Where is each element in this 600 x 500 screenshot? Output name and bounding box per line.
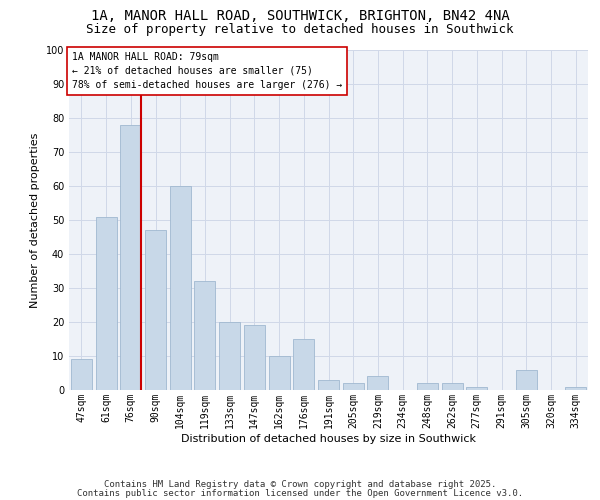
Bar: [71, 360, 92, 390]
Bar: [120, 125, 141, 390]
Bar: [244, 326, 265, 390]
Bar: [219, 322, 240, 390]
Bar: [269, 356, 290, 390]
Text: 1A MANOR HALL ROAD: 79sqm
← 21% of detached houses are smaller (75)
78% of semi-: 1A MANOR HALL ROAD: 79sqm ← 21% of detac…: [71, 52, 342, 90]
X-axis label: Distribution of detached houses by size in Southwick: Distribution of detached houses by size …: [181, 434, 476, 444]
Y-axis label: Number of detached properties: Number of detached properties: [30, 132, 40, 308]
Bar: [442, 383, 463, 390]
Bar: [293, 339, 314, 390]
Text: Contains HM Land Registry data © Crown copyright and database right 2025.: Contains HM Land Registry data © Crown c…: [104, 480, 496, 489]
Bar: [170, 186, 191, 390]
Bar: [145, 230, 166, 390]
Text: Contains public sector information licensed under the Open Government Licence v3: Contains public sector information licen…: [77, 488, 523, 498]
Bar: [466, 386, 487, 390]
Bar: [417, 383, 438, 390]
Text: Size of property relative to detached houses in Southwick: Size of property relative to detached ho…: [86, 22, 514, 36]
Text: 1A, MANOR HALL ROAD, SOUTHWICK, BRIGHTON, BN42 4NA: 1A, MANOR HALL ROAD, SOUTHWICK, BRIGHTON…: [91, 9, 509, 23]
Bar: [516, 370, 537, 390]
Bar: [565, 386, 586, 390]
Bar: [194, 281, 215, 390]
Bar: [367, 376, 388, 390]
Bar: [318, 380, 339, 390]
Bar: [95, 216, 116, 390]
Bar: [343, 383, 364, 390]
